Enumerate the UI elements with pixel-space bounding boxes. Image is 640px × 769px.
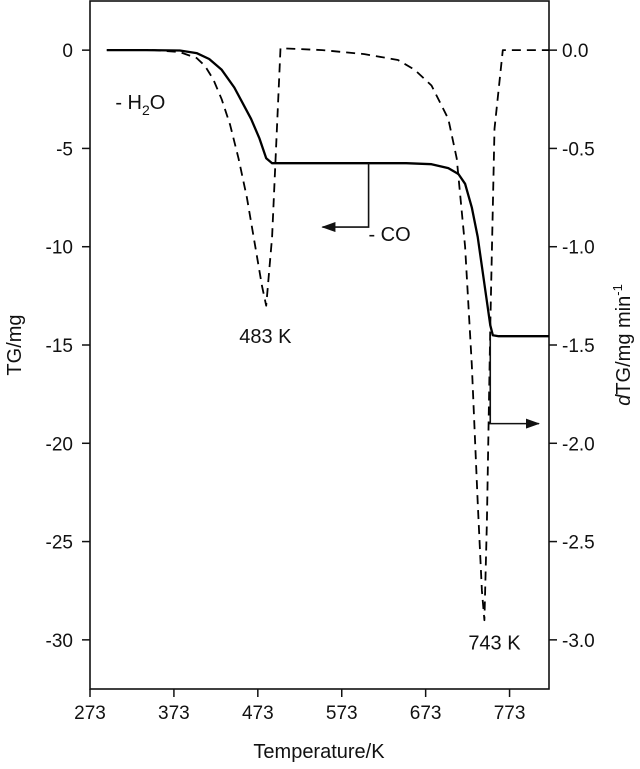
- arrow-to-right-axis: [489, 336, 540, 429]
- x-tick-label: 273: [74, 703, 106, 724]
- y-axis-title: TG/mg: [4, 314, 26, 375]
- annotation-label: - CO: [368, 224, 410, 246]
- y2-axis-title-d: d: [613, 394, 635, 406]
- x-tick-label: 573: [326, 703, 358, 724]
- y-tick-label: 0: [62, 41, 73, 62]
- y2-axis-title: dTG/mg min-1: [610, 284, 635, 406]
- y2-tick-label: 0.0: [562, 41, 588, 62]
- y-axis-ticks: 0 -5 -10 -15 -20 -25 -30: [46, 41, 90, 652]
- y-tick-label: -5: [56, 139, 73, 160]
- annotation-label: - H2O: [115, 92, 165, 118]
- y-tick-label: -25: [46, 533, 73, 554]
- y-tick-label: -20: [46, 434, 73, 455]
- axis-arrows: [321, 163, 540, 429]
- y2-axis-title-rest: TG/mg min: [613, 296, 635, 395]
- y2-axis-title-sup: -1: [610, 284, 625, 296]
- x-tick-label: 373: [158, 703, 190, 724]
- annotation-label: 743 K: [468, 633, 521, 655]
- annotation-main: - H: [115, 92, 142, 114]
- tg-solid-series: [106, 48, 549, 338]
- dtg-dashed-series: [106, 47, 549, 622]
- x-axis-ticks: 273 373 473 573 673 773: [74, 689, 525, 724]
- annotation-subscript: 2: [142, 102, 150, 118]
- x-tick-label: 773: [494, 703, 526, 724]
- x-axis-title: Temperature/K: [253, 741, 385, 763]
- series-layer: [106, 47, 549, 622]
- y2-axis-ticks: 0.0 -0.5 -1.0 -1.5 -2.0 -2.5 -3.0: [549, 41, 595, 652]
- y2-tick-label: -2.5: [562, 533, 595, 554]
- y2-tick-label: -0.5: [562, 139, 595, 160]
- x-tick-label: 673: [410, 703, 442, 724]
- x-tick-label: 473: [242, 703, 274, 724]
- annotation-tail: O: [150, 92, 166, 114]
- annotations: - H2O - CO 483 K 743 K: [115, 92, 521, 655]
- y-tick-label: -15: [46, 336, 73, 357]
- annotation-label: 483 K: [239, 326, 292, 348]
- y-tick-label: -30: [46, 631, 73, 652]
- y2-tick-label: -2.0: [562, 434, 595, 455]
- y-tick-label: -10: [46, 238, 73, 259]
- y2-tick-label: -3.0: [562, 631, 595, 652]
- arrow-to-left-axis: [321, 163, 370, 233]
- y2-tick-label: -1.5: [562, 336, 595, 357]
- y2-tick-label: -1.0: [562, 238, 595, 259]
